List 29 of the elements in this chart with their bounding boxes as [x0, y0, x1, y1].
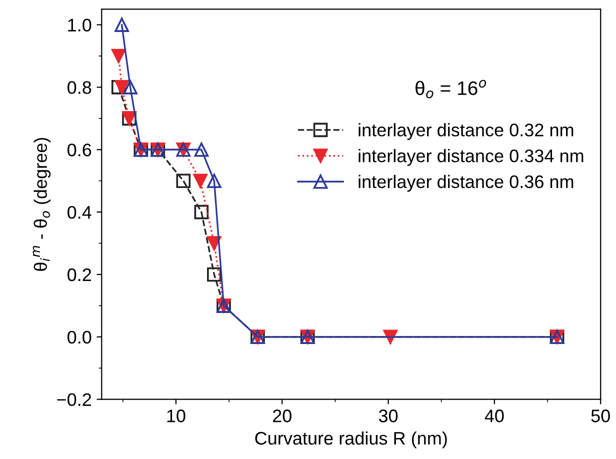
y-tick-label: 0.8: [68, 81, 92, 94]
legend-label: interlayer distance 0.334 nm: [358, 149, 584, 166]
point: [194, 204, 209, 220]
y-tick-label: 0.4: [68, 206, 92, 219]
y-axis-title: θ$_{i}$$^{m}$ - θ$_{o}$ (degree): [32, 138, 51, 271]
y-tick-label: 1.0: [68, 18, 92, 32]
x-axis-title: Curvature radius R (nm): [255, 431, 447, 448]
annotation: θ$_{o}$ = 16$^{o}$: [416, 80, 486, 98]
x-tick-label: 20: [272, 410, 292, 422]
point: [114, 80, 129, 94]
y-tick-label: 0.6: [68, 144, 92, 156]
x-tick-label: 50: [591, 410, 610, 422]
point: [207, 236, 222, 250]
point: [207, 174, 222, 188]
legend-label: interlayer distance 0.32 nm: [358, 123, 574, 140]
x-tick-label: 30: [378, 410, 398, 422]
point: [123, 80, 138, 94]
point: [194, 142, 209, 157]
legend-label: interlayer distance 0.36 nm: [358, 174, 574, 192]
point: [193, 174, 208, 188]
x-tick-label: 10: [167, 410, 186, 422]
point: [207, 267, 222, 282]
y-tick-label: 0.2: [68, 268, 92, 282]
point: [114, 18, 129, 32]
point: [111, 48, 126, 64]
x-tick-label: 40: [484, 410, 504, 422]
y-tick-label: 0.0: [68, 330, 92, 344]
y-tick-label: −0.2: [57, 393, 92, 406]
point: [176, 174, 191, 188]
